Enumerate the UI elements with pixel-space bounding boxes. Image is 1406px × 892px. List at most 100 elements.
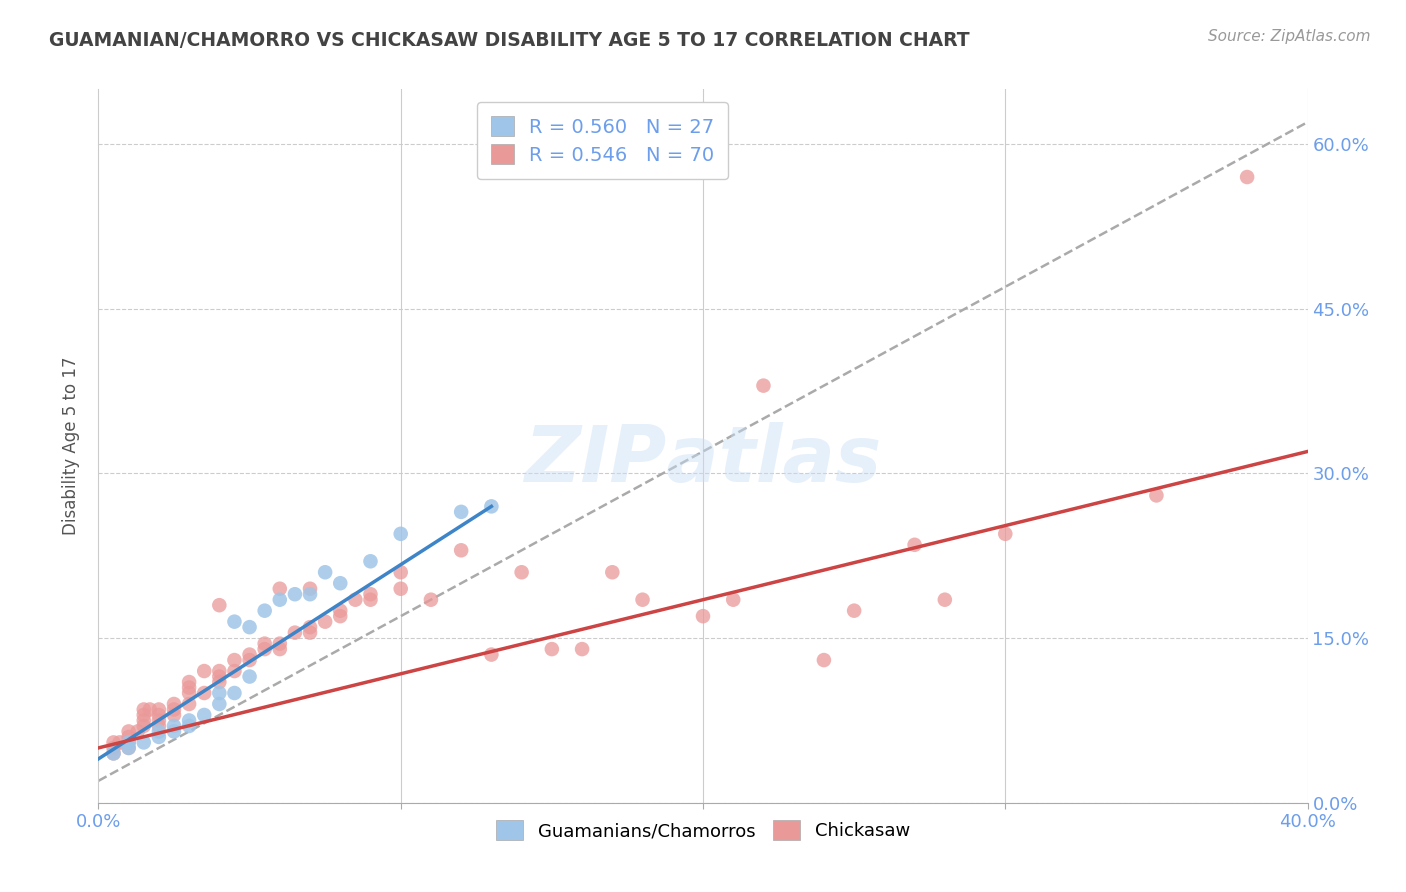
Point bbox=[450, 543, 472, 558]
Point bbox=[253, 637, 276, 651]
Point bbox=[299, 582, 322, 596]
Point bbox=[904, 538, 927, 552]
Point bbox=[360, 587, 382, 601]
Point bbox=[148, 730, 170, 744]
Point bbox=[253, 642, 276, 657]
Point bbox=[132, 702, 155, 716]
Point bbox=[193, 664, 215, 678]
Point bbox=[148, 708, 170, 723]
Point bbox=[224, 615, 246, 629]
Point bbox=[692, 609, 714, 624]
Point bbox=[208, 664, 231, 678]
Point bbox=[389, 566, 412, 580]
Point bbox=[139, 702, 162, 716]
Point bbox=[148, 724, 170, 739]
Text: ZIP​atlas: ZIP​atlas bbox=[524, 422, 882, 499]
Point bbox=[389, 526, 412, 541]
Point bbox=[103, 747, 125, 761]
Point bbox=[631, 592, 654, 607]
Point bbox=[118, 740, 141, 755]
Point bbox=[127, 724, 149, 739]
Point bbox=[179, 714, 201, 728]
Point bbox=[994, 526, 1017, 541]
Legend: Guamanians/Chamorros, Chickasaw: Guamanians/Chamorros, Chickasaw bbox=[489, 813, 917, 847]
Point bbox=[163, 724, 186, 739]
Point bbox=[269, 637, 291, 651]
Point bbox=[224, 686, 246, 700]
Point bbox=[360, 554, 382, 568]
Point bbox=[723, 592, 745, 607]
Point bbox=[813, 653, 835, 667]
Point bbox=[752, 378, 775, 392]
Point bbox=[118, 724, 141, 739]
Point bbox=[179, 719, 201, 733]
Point bbox=[132, 714, 155, 728]
Point bbox=[163, 719, 186, 733]
Point bbox=[118, 735, 141, 749]
Point bbox=[208, 675, 231, 690]
Point bbox=[602, 566, 624, 580]
Point bbox=[481, 500, 503, 514]
Point bbox=[540, 642, 562, 657]
Point bbox=[314, 615, 336, 629]
Point bbox=[179, 697, 201, 711]
Point bbox=[329, 609, 352, 624]
Point bbox=[163, 702, 186, 716]
Point bbox=[450, 505, 472, 519]
Point bbox=[208, 697, 231, 711]
Point bbox=[571, 642, 593, 657]
Point bbox=[269, 642, 291, 657]
Point bbox=[329, 604, 352, 618]
Point bbox=[481, 648, 503, 662]
Point bbox=[118, 735, 141, 749]
Point bbox=[284, 625, 307, 640]
Point bbox=[132, 708, 155, 723]
Point bbox=[360, 592, 382, 607]
Point bbox=[103, 740, 125, 755]
Point bbox=[1144, 488, 1167, 502]
Point bbox=[239, 648, 262, 662]
Point bbox=[148, 714, 170, 728]
Point bbox=[148, 719, 170, 733]
Point bbox=[108, 735, 131, 749]
Point bbox=[239, 620, 262, 634]
Point bbox=[284, 587, 307, 601]
Point bbox=[253, 604, 276, 618]
Point bbox=[208, 598, 231, 612]
Point bbox=[208, 669, 231, 683]
Point bbox=[299, 625, 322, 640]
Point bbox=[179, 681, 201, 695]
Point bbox=[344, 592, 367, 607]
Point bbox=[148, 702, 170, 716]
Point bbox=[239, 669, 262, 683]
Point bbox=[163, 697, 186, 711]
Point bbox=[103, 735, 125, 749]
Point bbox=[118, 740, 141, 755]
Point bbox=[193, 686, 215, 700]
Text: Source: ZipAtlas.com: Source: ZipAtlas.com bbox=[1208, 29, 1371, 44]
Point bbox=[299, 620, 322, 634]
Point bbox=[314, 566, 336, 580]
Point bbox=[269, 592, 291, 607]
Point bbox=[510, 566, 533, 580]
Point bbox=[844, 604, 866, 618]
Point bbox=[1236, 169, 1258, 184]
Y-axis label: Disability Age 5 to 17: Disability Age 5 to 17 bbox=[62, 357, 80, 535]
Point bbox=[420, 592, 443, 607]
Point bbox=[239, 653, 262, 667]
Point bbox=[208, 686, 231, 700]
Point bbox=[193, 708, 215, 723]
Point bbox=[179, 686, 201, 700]
Point bbox=[224, 653, 246, 667]
Point bbox=[269, 582, 291, 596]
Text: GUAMANIAN/CHAMORRO VS CHICKASAW DISABILITY AGE 5 TO 17 CORRELATION CHART: GUAMANIAN/CHAMORRO VS CHICKASAW DISABILI… bbox=[49, 31, 970, 50]
Point bbox=[299, 587, 322, 601]
Point bbox=[179, 675, 201, 690]
Point bbox=[132, 719, 155, 733]
Point bbox=[132, 735, 155, 749]
Point bbox=[163, 708, 186, 723]
Point bbox=[389, 582, 412, 596]
Point bbox=[103, 747, 125, 761]
Point bbox=[329, 576, 352, 591]
Point bbox=[934, 592, 956, 607]
